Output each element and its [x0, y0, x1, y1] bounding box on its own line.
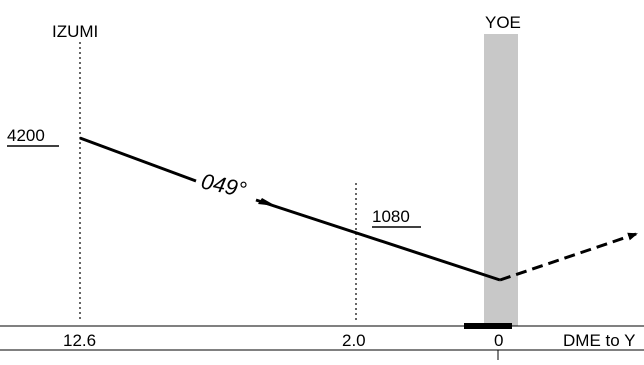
izumi-fix-label: IZUMI — [52, 22, 98, 41]
yoe-station-band — [484, 34, 518, 326]
missed-approach-path — [499, 232, 638, 282]
yoe-fix-label: YOE — [485, 13, 521, 32]
izumi-dme-label: 12.6 — [63, 331, 96, 350]
mid-altitude-label: 1080 — [372, 207, 410, 226]
izumi-altitude-label: 4200 — [7, 126, 45, 145]
descent-path-segment-2 — [255, 198, 501, 282]
descent-path-segment-1 — [79, 136, 197, 183]
mid-dme-label: 2.0 — [342, 331, 366, 350]
course-arrowhead — [258, 198, 276, 206]
yoe-station-marker — [464, 323, 512, 329]
course-label: 049° — [199, 168, 249, 202]
yoe-dme-label: 0 — [494, 331, 503, 350]
dme-axis-label: DME to Y — [563, 331, 635, 350]
